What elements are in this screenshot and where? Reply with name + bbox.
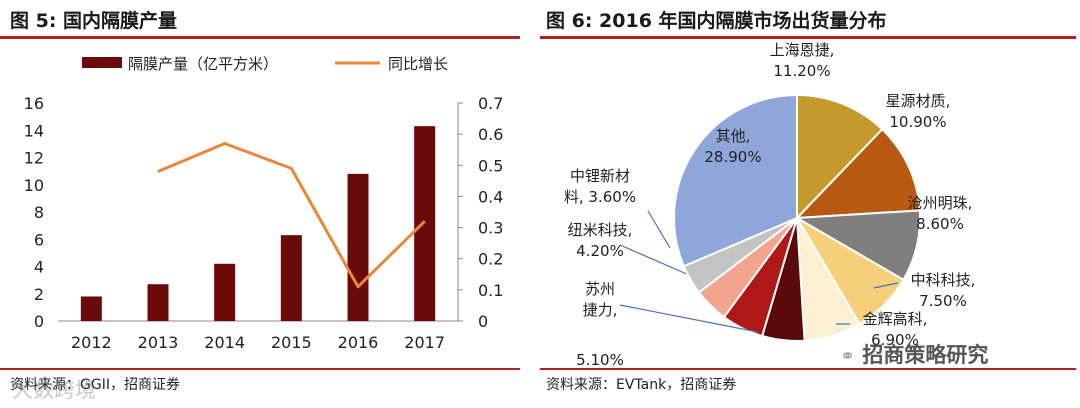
- x-tick-label: 2012: [71, 333, 112, 352]
- bar-line-chart: 0 2 4 6 8 10 12 14 16 0 0.1 0.2 0.3 0.4 0.5 0.6 0.7 2012 2…: [24, 55, 504, 352]
- pie-label: 金辉高科,: [863, 310, 928, 328]
- pie-label: 沧州明珠,: [908, 194, 973, 212]
- bar: [347, 173, 369, 321]
- pie-label: 10.90%: [889, 113, 946, 131]
- pie-label: 上海恩捷,: [770, 41, 835, 59]
- legend-label-line: 同比增长: [388, 55, 448, 73]
- y-tick-label-right: 0.5: [478, 156, 503, 175]
- y-tick-label-left: 16: [24, 94, 44, 113]
- source-rule: [540, 368, 1076, 370]
- y-tick-label-right: 0.7: [478, 94, 503, 113]
- pie-label: 料, 3.60%: [564, 188, 636, 206]
- right-source: 资料来源：EVTank，招商证券: [546, 377, 737, 393]
- leader-line: [647, 210, 671, 249]
- title-rule: [0, 36, 520, 39]
- left-source: 资料来源：GGII，招商证券: [10, 377, 180, 393]
- bar: [280, 235, 302, 321]
- y-tick-label-right: 0: [478, 312, 488, 331]
- leader-line: [619, 244, 690, 276]
- y-tick-label-left: 0: [34, 312, 44, 331]
- x-tick-label: 2015: [271, 333, 312, 352]
- x-tick-label: 2016: [338, 333, 379, 352]
- pie-label: 8.60%: [916, 215, 964, 233]
- left-figure: 图 5: 国内隔膜产量 0 2 4 6 8 10 12 14 16 0 0.1 0.2 0.3 0.4 0.…: [0, 0, 525, 408]
- legend-swatch-bar: [82, 57, 122, 68]
- x-tick-label: 2014: [204, 333, 245, 352]
- watermark-right-text: 招商策略研究: [862, 343, 989, 367]
- left-figure-title: 图 5: 国内隔膜产量: [10, 10, 178, 32]
- pie-slice: [673, 93, 798, 268]
- pie-label: 5.10%: [576, 351, 624, 368]
- right-figure: 图 6: 2016 年国内隔膜市场出货量分布 上海恩捷, 11.20% 星源材质, 1…: [540, 0, 1080, 408]
- pie-label: 其他,: [716, 127, 751, 145]
- pie-label: 6.90%: [871, 331, 919, 349]
- growth-point: [224, 142, 226, 144]
- watermark-right: ⚭ 招商策略研究: [840, 339, 988, 369]
- pie-label: 4.20%: [576, 242, 624, 260]
- growth-point: [157, 171, 159, 173]
- y-tick-label-left: 6: [34, 230, 44, 249]
- leader-line: [873, 282, 899, 289]
- pie-label: 11.20%: [773, 62, 830, 80]
- pie-label: 星源材质,: [886, 92, 951, 110]
- y-tick-label-left: 10: [24, 176, 44, 195]
- y-tick-label-right: 0.2: [478, 250, 503, 269]
- source-rule: [0, 368, 520, 370]
- title-rule: [540, 36, 1076, 39]
- pie-slice: [796, 93, 884, 221]
- watermark-left: 大数跨境: [12, 378, 96, 402]
- y-tick-label-right: 0.1: [478, 281, 503, 300]
- y-tick-label-right: 0.3: [478, 219, 503, 238]
- y-tick-label-left: 4: [34, 258, 44, 277]
- wechat-icon: ⚭: [840, 346, 856, 367]
- pie-label: 28.90%: [704, 148, 761, 166]
- y-tick-label-left: 12: [24, 149, 44, 168]
- bar: [214, 263, 236, 321]
- y-tick-label-left: 8: [34, 203, 44, 222]
- pie-slice: [794, 127, 921, 220]
- bar: [147, 284, 169, 321]
- right-figure-title: 图 6: 2016 年国内隔膜市场出货量分布: [546, 10, 887, 32]
- pie-label: 捷力,: [583, 301, 618, 319]
- pie-label: 纽米科技,: [568, 221, 633, 239]
- y-tick-label-right: 0.6: [478, 125, 503, 144]
- growth-point: [290, 167, 292, 169]
- pie-label: 苏州: [585, 280, 615, 298]
- y-tick-label-left: 14: [24, 121, 44, 140]
- bar: [80, 296, 102, 321]
- pie-label: 中科科技,: [911, 271, 976, 289]
- y-tick-label-right: 0.4: [478, 187, 503, 206]
- legend-label-bar: 隔膜产量（亿平方米）: [128, 55, 278, 73]
- growth-point: [424, 220, 426, 222]
- pie-label: 7.50%: [919, 292, 967, 310]
- pie-label: 中锂新材: [570, 167, 630, 185]
- x-tick-label: 2013: [138, 333, 179, 352]
- pie-chart: 上海恩捷, 11.20% 星源材质, 10.90% 沧州明珠, 8.60% 中科科技, 7.5…: [564, 41, 976, 368]
- x-tick-label: 2017: [404, 333, 445, 352]
- y-tick-label-left: 2: [34, 285, 44, 304]
- leader-line: [619, 304, 759, 333]
- bar: [414, 126, 436, 321]
- growth-point: [357, 286, 359, 288]
